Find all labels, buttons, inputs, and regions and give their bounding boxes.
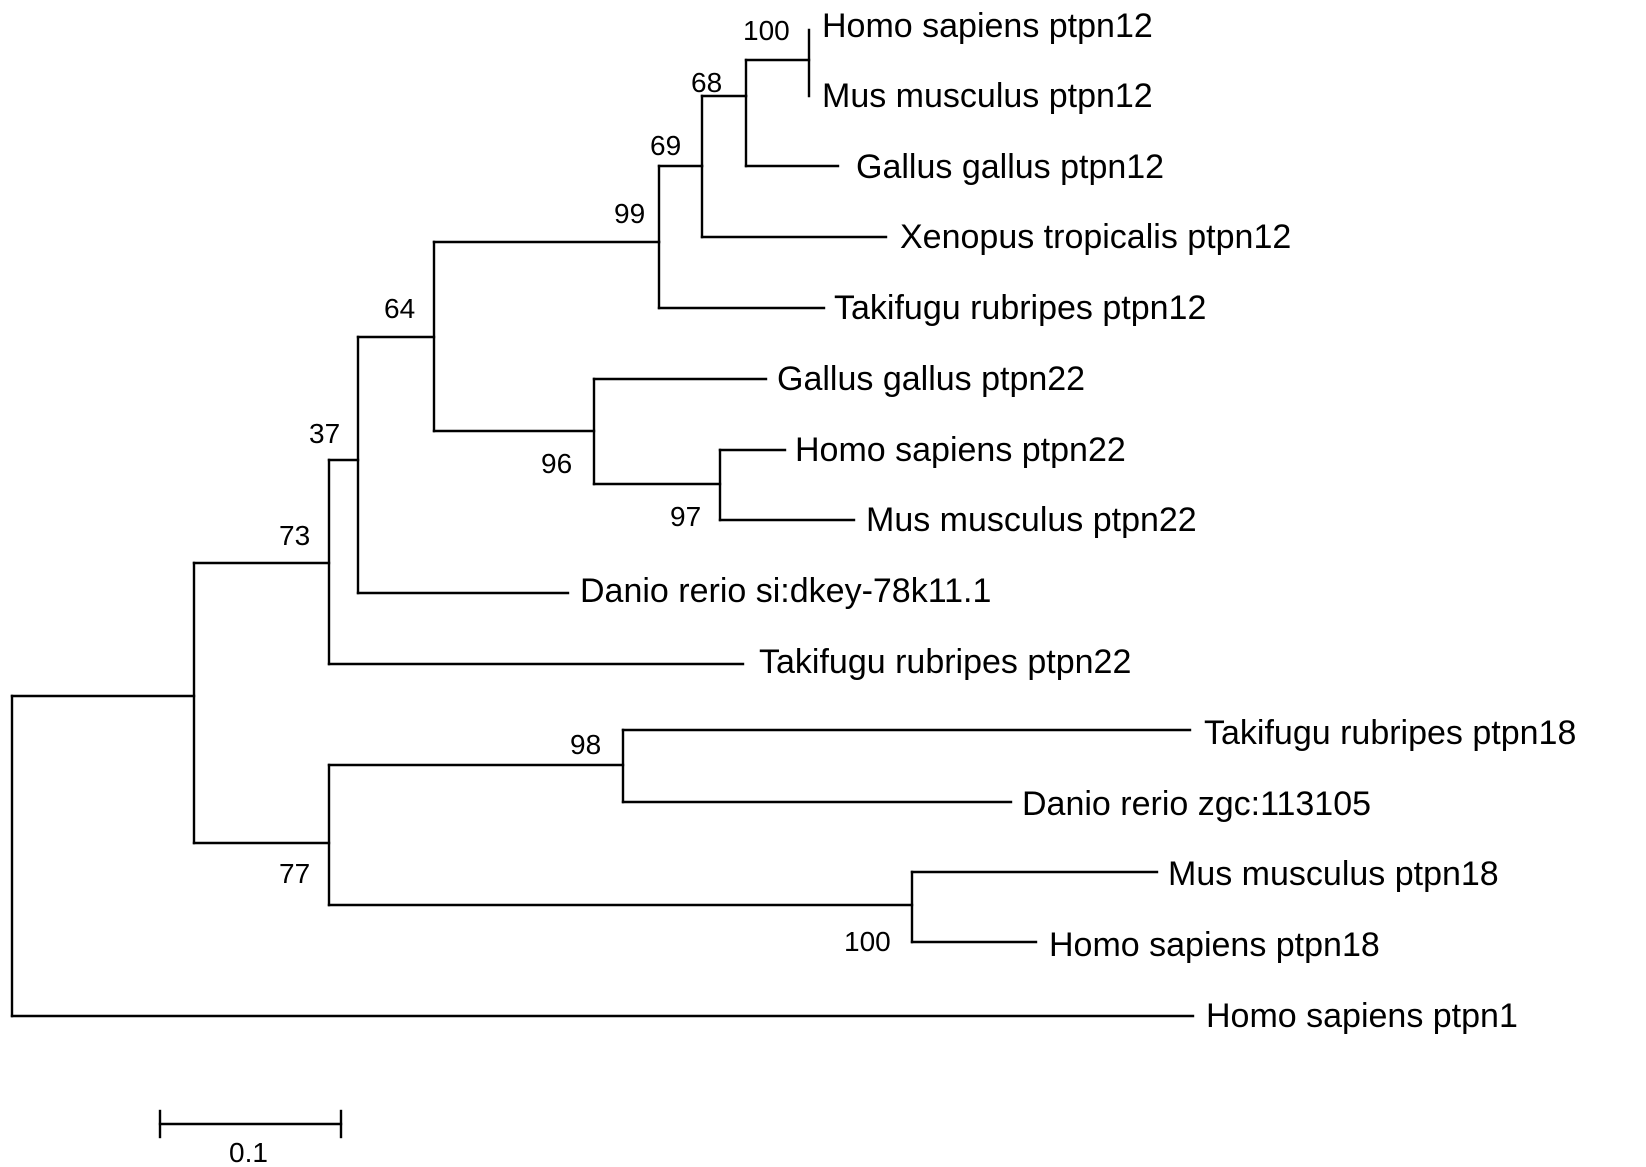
bootstrap-value: 97	[670, 501, 701, 532]
taxon-label-mus-musculus-ptpn12: Mus musculus ptpn12	[822, 77, 1153, 115]
bootstrap-value: 77	[279, 858, 310, 889]
bootstrap-value: 99	[614, 198, 645, 229]
bootstrap-value: 98	[570, 729, 601, 760]
bootstrap-value: 100	[844, 926, 891, 957]
taxon-label-gallus-gallus-ptpn22: Gallus gallus ptpn22	[777, 360, 1085, 398]
scale-bar-label: 0.1	[229, 1137, 268, 1167]
taxon-label-homo-sapiens-ptpn12: Homo sapiens ptpn12	[822, 7, 1153, 45]
bootstrap-value: 69	[650, 130, 681, 161]
bootstrap-value: 100	[743, 15, 790, 46]
taxon-label-homo-sapiens-ptpn22: Homo sapiens ptpn22	[795, 431, 1126, 469]
bootstrap-values: 100 68 69 99 64 96 97 37 73 98 77 100	[279, 15, 891, 957]
tree-labels: Homo sapiens ptpn12 Mus musculus ptpn12 …	[580, 7, 1576, 1035]
taxon-label-takifugu-rubripes-ptpn22: Takifugu rubripes ptpn22	[759, 643, 1131, 681]
scale-bar: 0.1	[158, 1109, 343, 1167]
bootstrap-value: 96	[541, 448, 572, 479]
taxon-label-takifugu-rubripes-ptpn12: Takifugu rubripes ptpn12	[834, 289, 1206, 327]
taxon-label-xenopus-tropicalis-ptpn12: Xenopus tropicalis ptpn12	[900, 218, 1291, 256]
taxon-label-gallus-gallus-ptpn12: Gallus gallus ptpn12	[856, 148, 1164, 186]
taxon-label-homo-sapiens-ptpn18: Homo sapiens ptpn18	[1049, 926, 1380, 964]
taxon-label-takifugu-rubripes-ptpn18: Takifugu rubripes ptpn18	[1204, 714, 1576, 752]
taxon-label-danio-rerio-zgc-113105: Danio rerio zgc:113105	[1022, 785, 1371, 823]
bootstrap-value: 68	[691, 67, 722, 98]
bootstrap-value: 64	[384, 293, 415, 324]
taxon-label-mus-musculus-ptpn18: Mus musculus ptpn18	[1168, 855, 1499, 893]
bootstrap-value: 37	[309, 418, 340, 449]
taxon-label-danio-rerio-si-dkey-78k11-1: Danio rerio si:dkey-78k11.1	[580, 572, 991, 610]
bootstrap-value: 73	[279, 520, 310, 551]
tree-branches	[10, 28, 1195, 1018]
taxon-label-mus-musculus-ptpn22: Mus musculus ptpn22	[866, 501, 1197, 539]
taxon-label-homo-sapiens-ptpn1: Homo sapiens ptpn1	[1206, 997, 1518, 1035]
